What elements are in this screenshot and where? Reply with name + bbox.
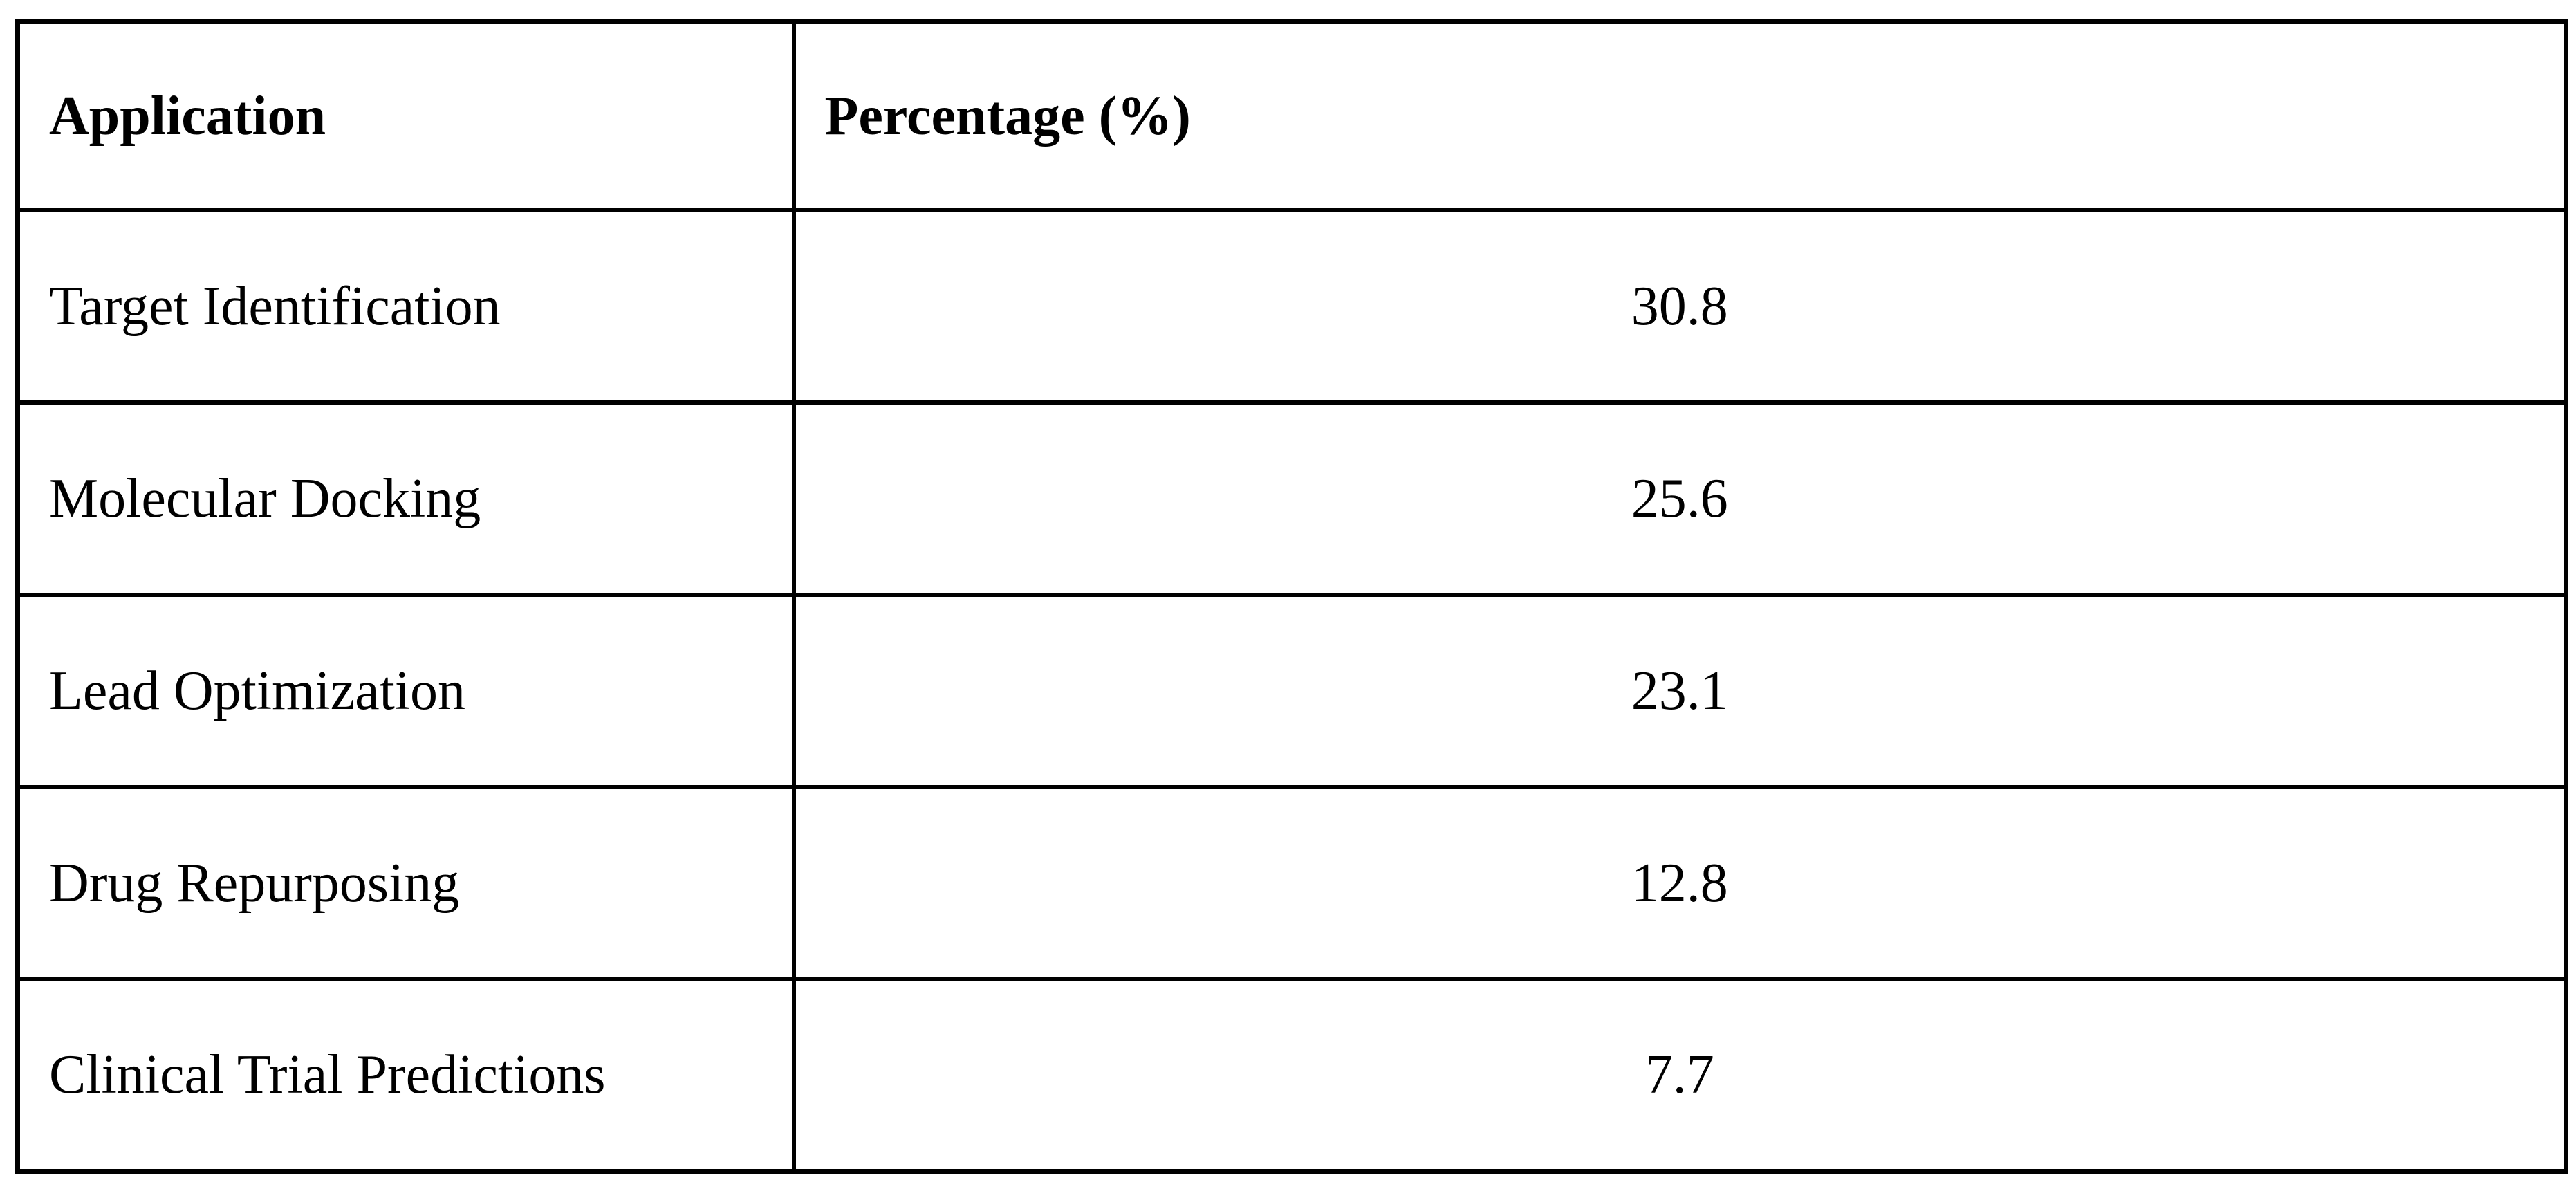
table-row: Target Identification 30.8	[15, 207, 2568, 405]
cell-application-label: Molecular Docking	[15, 400, 796, 597]
table-row: Lead Optimization 23.1	[15, 592, 2568, 789]
cell-application-label: Clinical Trial Predictions	[15, 977, 796, 1174]
cell-percentage-value: 12.8	[791, 784, 2568, 981]
cell-application-label: Target Identification	[15, 207, 796, 405]
table-row: Drug Repurposing 12.8	[15, 784, 2568, 981]
cell-application-label: Lead Optimization	[15, 592, 796, 789]
table-row: Molecular Docking 25.6	[15, 400, 2568, 597]
cell-percentage-value: 23.1	[791, 592, 2568, 789]
applications-percentage-table: Application Percentage (%) Target Identi…	[15, 19, 2568, 1174]
cell-percentage-value: 30.8	[791, 207, 2568, 405]
header-cell-application: Application	[15, 19, 796, 212]
table-header-row: Application Percentage (%)	[15, 19, 2568, 212]
cell-percentage-value: 25.6	[791, 400, 2568, 597]
cell-percentage-value: 7.7	[791, 977, 2568, 1174]
table-row: Clinical Trial Predictions 7.7	[15, 977, 2568, 1174]
header-cell-percentage: Percentage (%)	[791, 19, 2568, 212]
cell-application-label: Drug Repurposing	[15, 784, 796, 981]
